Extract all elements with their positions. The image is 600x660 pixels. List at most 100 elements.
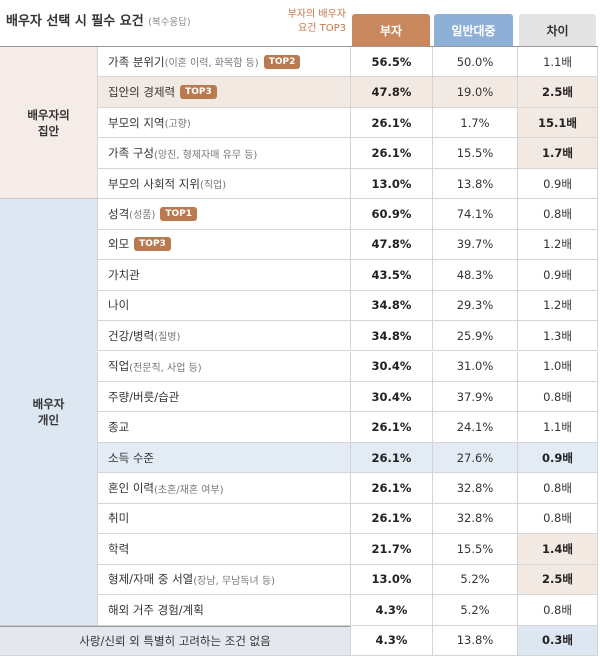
label-sub: (성품) [129, 210, 156, 222]
label-main: 집안의 경제력 [108, 85, 176, 100]
public-cell: 31.0% [432, 351, 517, 382]
diff-cell: 0.8배 [517, 595, 598, 626]
row-label: 가족 구성 (양친, 형제자매 유무 등) [97, 138, 350, 169]
rich-cell: 26.1% [350, 442, 432, 474]
header-rule [0, 46, 598, 47]
public-cell: 29.3% [432, 290, 517, 322]
note: (복수응답) [148, 17, 191, 28]
row-label: 취미 [97, 503, 350, 535]
badge: TOP1 [160, 206, 198, 221]
group-label: 배우자의 집안 [0, 47, 97, 200]
diff-cell: 0.9배 [517, 168, 598, 200]
row-label: 종교 [97, 412, 350, 443]
rich-cell: 26.1% [350, 107, 432, 139]
rich-cell: 4.3% [350, 595, 432, 626]
label-sub: (장남, 무남독녀 등) [193, 575, 275, 587]
diff-cell: 1.3배 [517, 321, 598, 352]
label-main: 형제/자매 중 서열 [108, 572, 194, 587]
label-sub: (전문직, 사업 등) [129, 362, 202, 374]
public-cell: 32.8% [432, 503, 517, 535]
rich-cell: 56.5% [350, 47, 432, 78]
label-main: 부모의 사회적 지위 [108, 176, 200, 191]
footer-label: 사랑/신뢰 외 특별히 고려하는 조건 없음 [0, 625, 350, 656]
label-main: 나이 [108, 298, 130, 313]
rich-cell: 26.1% [350, 503, 432, 535]
label-sub: (초혼/재혼 여부) [153, 484, 224, 496]
rich-cell: 60.9% [350, 199, 432, 230]
public-cell: 27.6% [432, 442, 517, 474]
diff-cell: 0.8배 [517, 473, 598, 504]
label-main: 해외 거주 경험/계획 [108, 602, 204, 617]
diff-cell: 1.7배 [517, 138, 598, 169]
label-sub: (직업) [199, 180, 227, 192]
public-cell: 5.2% [432, 564, 517, 596]
row-label: 성격 (성품) TOP1 [97, 199, 350, 230]
label-main: 외모 [108, 237, 130, 252]
legend: 부자의 배우자 요건 TOP3 [287, 9, 346, 34]
public-cell: 13.8% [432, 168, 517, 200]
public-cell: 1.7% [432, 107, 517, 139]
title: 배우자 선택 시 필수 요건 [6, 14, 144, 29]
label-sub: (양친, 형제자매 유무 등) [153, 149, 258, 161]
label-main: 혼인 이력 [108, 481, 154, 496]
column-header: 부자 [352, 14, 430, 46]
label-main: 가치관 [108, 267, 140, 282]
row-label: 소득 수준 [97, 442, 350, 474]
diff-cell: 15.1배 [517, 107, 598, 139]
diff-cell: 1.1배 [517, 412, 598, 443]
rich-cell: 47.8% [350, 229, 432, 261]
row-label: 나이 [97, 290, 350, 322]
public-cell: 24.1% [432, 412, 517, 443]
label-main: 부모의 지역 [108, 115, 165, 130]
diff-cell: 0.9배 [517, 442, 598, 474]
diff-cell: 1.4배 [517, 534, 598, 565]
row-label: 부모의 지역 (고향) [97, 107, 350, 139]
public-cell: 5.2% [432, 595, 517, 626]
rich-cell: 34.8% [350, 321, 432, 352]
rich-cell: 21.7% [350, 534, 432, 565]
column-header: 차이 [519, 14, 596, 46]
rich-cell: 43.5% [350, 260, 432, 291]
badge: TOP3 [180, 85, 217, 100]
diff-cell: 1.2배 [517, 229, 598, 261]
row-label: 직업 (전문직, 사업 등) [97, 351, 350, 382]
public-cell: 50.0% [432, 47, 517, 78]
public-cell: 74.1% [432, 199, 517, 230]
label-main: 가족 구성 [108, 146, 154, 161]
row-label: 가족 분위기 (이혼 이력, 화목함 등) TOP2 [97, 47, 350, 78]
label-sub: (질병) [154, 332, 181, 344]
public-cell: 39.7% [432, 229, 517, 261]
rich-cell: 34.8% [350, 290, 432, 322]
row-label: 학력 [97, 534, 350, 565]
diff-cell: 0.8배 [517, 503, 598, 535]
badge: TOP2 [263, 54, 301, 69]
label-main: 성격 [108, 206, 130, 221]
public-cell: 15.5% [432, 138, 517, 169]
row-label: 집안의 경제력 TOP3 [97, 77, 350, 108]
public-cell: 15.5% [432, 534, 517, 565]
rich-cell: 30.4% [350, 351, 432, 382]
group-label: 배우자 개인 [0, 199, 97, 626]
diff-cell: 1.1배 [517, 47, 598, 78]
row-label: 외모 TOP3 [97, 229, 350, 261]
row-label: 혼인 이력 (초혼/재혼 여부) [97, 473, 350, 504]
badge: TOP3 [134, 237, 171, 252]
row-label: 형제/자매 중 서열 (장남, 무남독녀 등) [97, 564, 350, 596]
diff-cell: 1.2배 [517, 290, 598, 322]
diff-cell: 1.0배 [517, 351, 598, 382]
label-sub: (고향) [164, 119, 191, 131]
rich-cell: 30.4% [350, 381, 432, 413]
row-label: 주량/버릇/습관 [97, 381, 350, 413]
row-label: 가치관 [97, 260, 350, 291]
public-cell: 37.9% [432, 381, 517, 413]
label-main: 건강/병력 [108, 328, 155, 343]
rich-cell: 47.8% [350, 77, 432, 108]
label-main: 종교 [108, 420, 130, 435]
column-header: 일반대중 [434, 14, 513, 46]
label-main: 주량/버릇/습관 [108, 389, 180, 404]
diff-cell: 0.3배 [517, 625, 598, 656]
title-wrap: 배우자 선택 시 필수 요건 (복수응답) [6, 10, 191, 29]
public-cell: 25.9% [432, 321, 517, 352]
rich-cell: 13.0% [350, 564, 432, 596]
